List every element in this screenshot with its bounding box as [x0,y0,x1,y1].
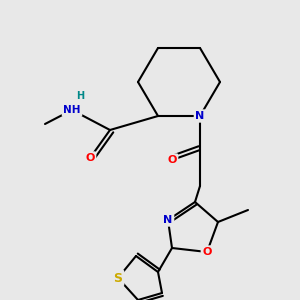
Text: S: S [113,272,122,284]
Text: O: O [202,247,212,257]
Text: N: N [195,111,205,121]
Text: O: O [167,155,177,165]
Text: N: N [164,215,172,225]
Text: O: O [85,153,95,163]
Text: NH: NH [63,105,81,115]
Text: H: H [76,91,84,101]
